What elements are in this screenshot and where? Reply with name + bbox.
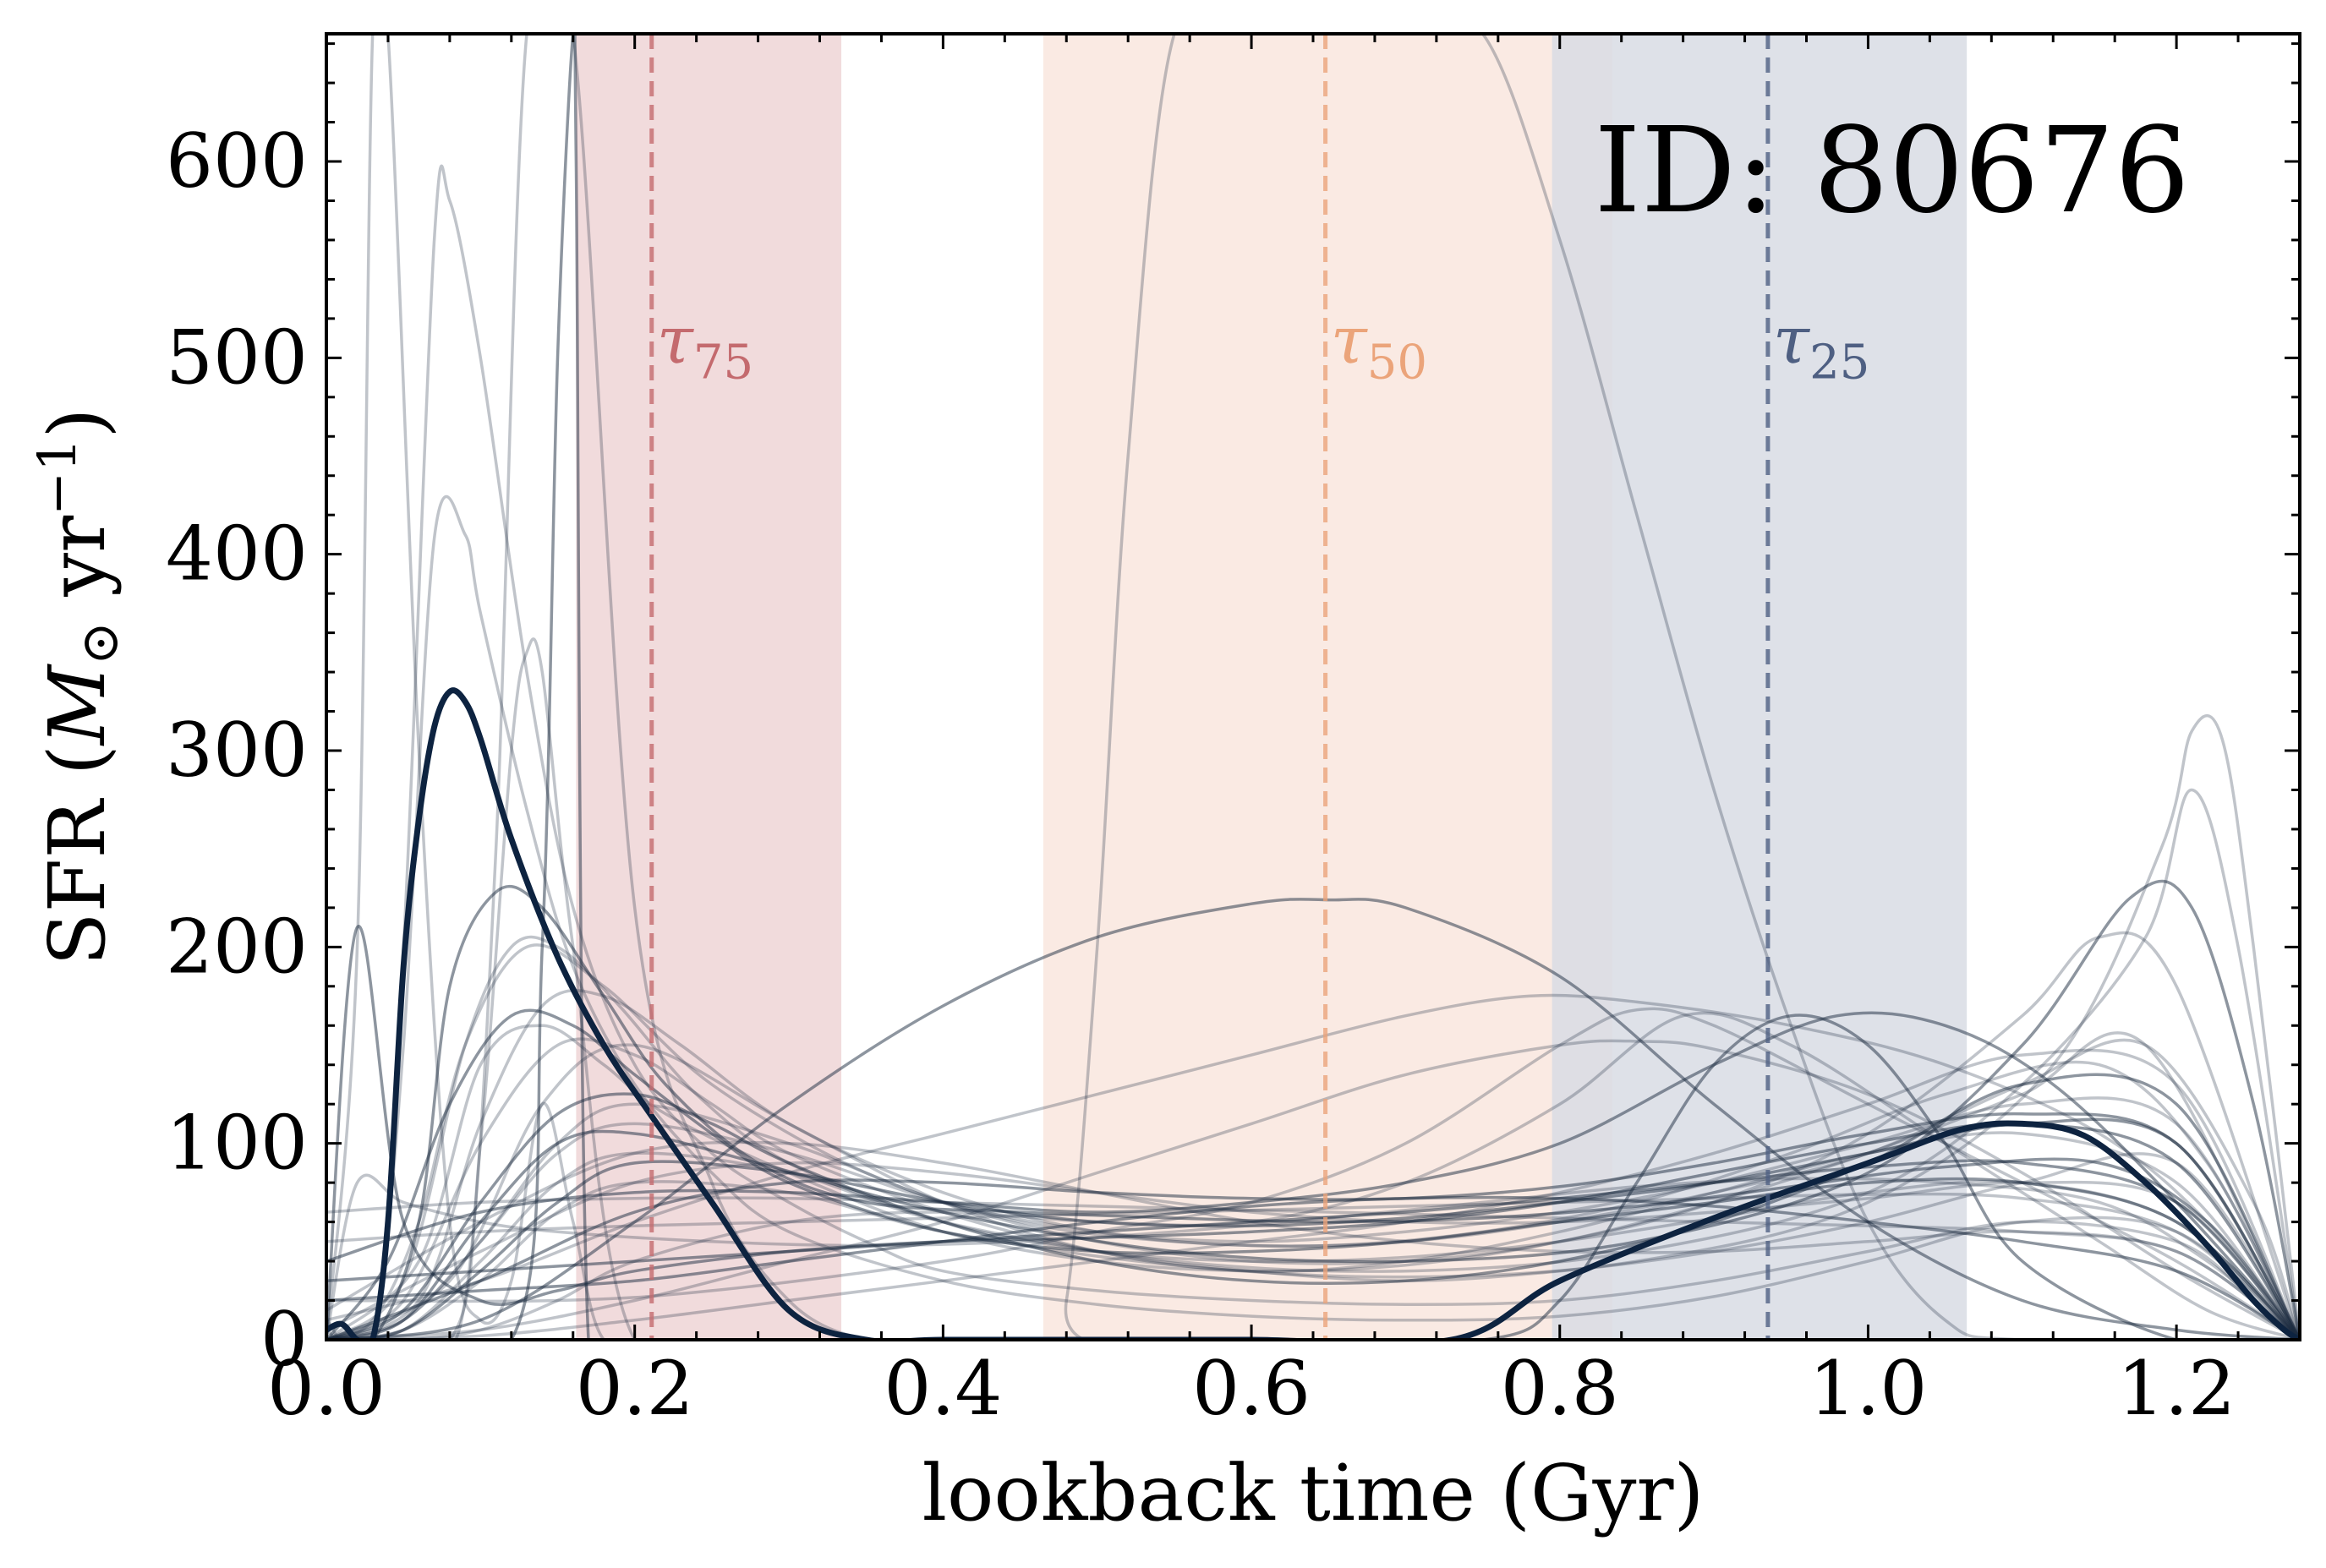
y-tick-labels: 0 100 200 300 400 500 600: [166, 117, 308, 1383]
sample-35-curve: [326, 34, 2300, 1340]
tau50-label: τ50: [1331, 303, 1427, 391]
percentile-lines: [649, 34, 1770, 1340]
sample-16-curve: [326, 1043, 2300, 1340]
id-annotation: ID: 80676: [1594, 102, 2190, 240]
y-axis-label-mid: yr: [32, 516, 123, 621]
tau75-label: τ75: [657, 303, 753, 391]
x-tick-label: 0.2: [576, 1345, 694, 1432]
y-tick-label: 600: [166, 117, 308, 205]
y-axis-label-sub: ⊙: [68, 621, 130, 665]
x-tick-label: 0.8: [1501, 1345, 1619, 1432]
sample-32-curve: [326, 1161, 2300, 1340]
sample-31-curve: [326, 1140, 2300, 1340]
median-sfh-curve: [326, 687, 2300, 1340]
x-tick-label: 1.0: [1809, 1345, 1927, 1432]
sample-25-curve: [326, 1192, 2300, 1340]
sample-17-curve: [326, 1024, 2300, 1340]
sample-37-curve: [326, 637, 2300, 1340]
sample-19-curve: [326, 1039, 2300, 1340]
sample-14-curve: [326, 1173, 2300, 1340]
sample-12-curve: [326, 1011, 2300, 1340]
x-tick-labels: 0.0 0.2 0.4 0.6 0.8 1.0 1.2: [267, 1345, 2236, 1432]
y-axis-label: SFR (M⊙ yr−1): [26, 408, 130, 966]
y-axis-label-prefix: SFR (: [32, 745, 123, 965]
y-tick-label: 300: [166, 707, 308, 794]
y-tick-label: 200: [166, 903, 308, 990]
x-axis-label: lookback time (Gyr): [922, 1448, 1705, 1538]
sample-13-curve: [326, 1007, 2300, 1340]
y-tick-label: 500: [166, 314, 308, 401]
sample-1-curve: [326, 164, 2300, 1340]
x-tick-label: 0.4: [884, 1345, 1002, 1432]
x-tick-label: 0.0: [267, 1345, 386, 1432]
percentile-labels: τ75 τ50 τ25: [657, 303, 1870, 391]
sample-6-curve: [326, 879, 2300, 1340]
sample-11-curve: [326, 1011, 2300, 1340]
tau75-subscript: 75: [693, 336, 753, 391]
x-tick-label: 0.6: [1192, 1345, 1311, 1432]
tau25-label: τ25: [1773, 303, 1869, 391]
tau50-subscript: 50: [1367, 336, 1427, 391]
tau50-symbol: τ: [1331, 303, 1369, 380]
y-axis-label-suffix: ): [32, 408, 123, 439]
sample-18-curve: [326, 1073, 2300, 1340]
tau75-symbol: τ: [657, 303, 695, 380]
sample-20-curve: [326, 1048, 2300, 1340]
tau25-band: [1552, 34, 1968, 1340]
sample-5-curve: [326, 989, 2300, 1340]
axis-ticks: [325, 34, 2301, 1341]
sample-21-curve: [326, 1008, 2300, 1340]
sample-7-curve: [326, 788, 2300, 1340]
sample-36-curve: [326, 34, 2300, 1340]
y-tick-label: 0: [260, 1296, 308, 1383]
median-curve: [326, 687, 2300, 1340]
percentile-bands: [576, 34, 1968, 1340]
sample-2-curve: [326, 494, 2300, 1340]
y-tick-label: 100: [166, 1100, 308, 1187]
tau50-band: [1043, 34, 1612, 1340]
y-tick-label: 400: [166, 511, 308, 598]
sample-15-curve: [326, 1159, 2300, 1340]
tau25-subscript: 25: [1809, 336, 1869, 391]
sample-28-curve: [326, 943, 2300, 1340]
x-tick-label: 1.2: [2117, 1345, 2236, 1432]
sample-10-curve: [326, 993, 2300, 1340]
sample-29-curve: [326, 931, 2300, 1340]
sample-22-curve: [326, 1096, 2300, 1340]
tau25-symbol: τ: [1773, 303, 1811, 380]
y-axis-label-sup: −1: [26, 438, 88, 515]
sample-9-curve: [326, 898, 2300, 1340]
y-axis-label-symbol: M: [32, 663, 123, 746]
